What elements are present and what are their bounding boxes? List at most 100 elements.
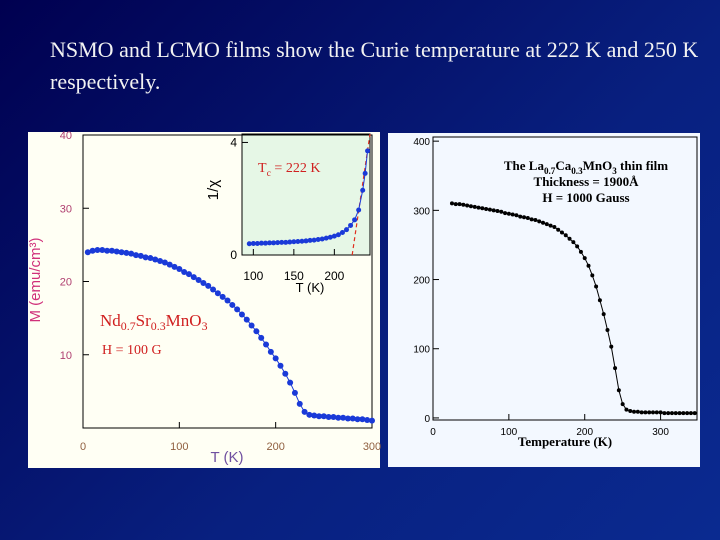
data-point — [123, 249, 130, 256]
text-part: 0.3 — [151, 319, 166, 333]
annotation: H = 100 G — [102, 343, 162, 358]
data-point — [128, 250, 135, 257]
data-point — [142, 254, 149, 261]
data-point — [224, 297, 231, 304]
data-point — [651, 410, 655, 415]
data-point — [243, 316, 250, 323]
data-point — [597, 298, 602, 303]
data-point — [484, 206, 489, 211]
data-point — [662, 411, 667, 416]
data-point — [461, 202, 466, 207]
data-point — [299, 238, 305, 244]
data-point — [559, 230, 564, 235]
x-tick-label: 100 — [170, 441, 188, 453]
text-part: Thickness = 1900Å — [534, 174, 640, 189]
data-point — [104, 247, 111, 254]
data-point — [499, 209, 504, 214]
x-tick-label: 150 — [284, 269, 304, 283]
plot-frame — [432, 136, 698, 421]
data-point — [171, 263, 178, 270]
data-point — [267, 348, 274, 355]
data-point — [609, 344, 614, 349]
data-point — [575, 244, 580, 249]
data-point — [147, 255, 154, 262]
data-point — [506, 211, 511, 216]
data-point — [620, 402, 625, 407]
data-point — [348, 222, 354, 228]
x-tick-label: 0 — [80, 441, 86, 453]
data-point — [279, 239, 285, 245]
data-point — [166, 261, 173, 268]
annotation: Nd0.7Sr0.3MnO3 — [100, 311, 208, 333]
data-point — [360, 187, 366, 193]
data-point — [339, 229, 345, 235]
data-point — [316, 413, 323, 420]
data-point — [291, 239, 297, 245]
data-point — [277, 362, 284, 369]
data-point — [578, 249, 583, 254]
data-point — [476, 205, 481, 210]
data-point — [246, 241, 252, 247]
data-point — [480, 206, 485, 211]
data-point — [453, 202, 458, 207]
data-point — [320, 413, 327, 420]
data-point — [673, 411, 678, 416]
data-point — [195, 277, 202, 284]
y-tick-label: 0 — [230, 248, 237, 262]
data-point — [552, 224, 557, 229]
data-point — [89, 247, 96, 254]
data-point — [349, 415, 356, 422]
data-point — [514, 213, 519, 218]
data-point — [275, 240, 281, 246]
text-part: T — [258, 161, 267, 176]
data-point — [688, 411, 693, 416]
data-point — [323, 235, 329, 241]
text-part: MnO — [166, 311, 202, 330]
data-point — [94, 247, 101, 254]
data-point — [635, 409, 640, 414]
text-part: MnO — [583, 158, 613, 173]
data-point — [681, 411, 686, 416]
data-point — [331, 233, 337, 239]
data-point — [582, 256, 587, 261]
data-point — [503, 211, 508, 216]
data-point — [272, 355, 279, 362]
data-point — [258, 240, 264, 246]
y-tick-label: 300 — [413, 206, 430, 217]
text-part: Ca — [555, 158, 571, 173]
inset-panel — [242, 134, 370, 255]
data-point — [518, 214, 523, 219]
x-tick-label: 200 — [266, 441, 284, 453]
text-part: H = 1000 Gauss — [542, 190, 629, 205]
data-point — [84, 249, 91, 256]
data-point — [654, 410, 659, 415]
x-axis-label: T (K) — [210, 449, 243, 466]
x-tick-label: 300 — [363, 441, 381, 453]
data-point — [491, 208, 496, 213]
data-point — [176, 266, 183, 273]
data-point — [365, 148, 371, 154]
data-point — [327, 234, 333, 240]
text-part: 0.7 — [121, 319, 136, 333]
data-point — [567, 236, 572, 241]
data-point — [301, 408, 308, 415]
text-part: = 222 K — [271, 161, 321, 176]
data-point — [113, 248, 120, 255]
data-point — [311, 412, 318, 419]
data-point — [356, 207, 362, 213]
y-tick-label: 4 — [230, 135, 237, 149]
data-point — [250, 240, 256, 246]
data-point — [108, 247, 115, 254]
y-axis-label: M (emu/cm³) — [27, 238, 44, 323]
data-point — [590, 273, 595, 278]
y-tick-label: 30 — [60, 203, 72, 215]
data-point — [303, 238, 309, 244]
data-point — [666, 411, 671, 416]
data-point — [319, 236, 325, 242]
y-tick-label: 20 — [60, 277, 72, 289]
data-point — [692, 411, 697, 416]
data-point — [330, 414, 337, 421]
data-point — [529, 217, 534, 222]
text-part: Sr — [136, 311, 151, 330]
